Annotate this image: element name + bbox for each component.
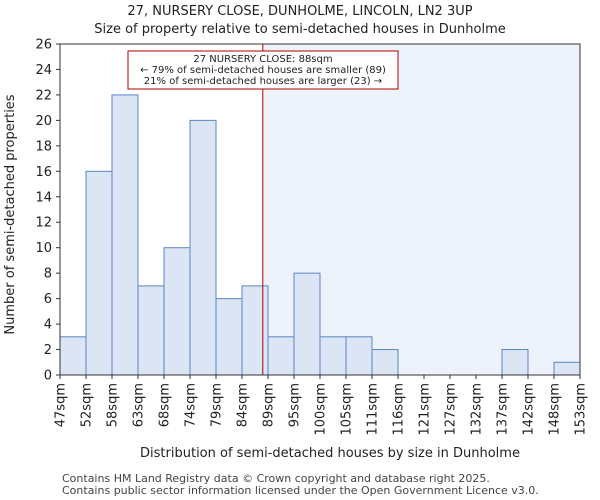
y-tick-label: 8 (44, 267, 52, 282)
bar-52sqm (85, 170, 113, 376)
x-tick-label: 148sqm (548, 383, 563, 436)
y-tick-label: 2 (44, 343, 52, 358)
y-tick-label: 24 (35, 63, 52, 78)
bar-148sqm (553, 361, 581, 376)
y-tick-label: 26 (35, 38, 52, 53)
footer-line-2: Contains public sector information licen… (62, 484, 539, 497)
annotation-line-2: ← 79% of semi-detached houses are smalle… (140, 65, 386, 76)
x-tick-label: 84sqm (236, 383, 251, 427)
x-tick-label: 142sqm (522, 383, 537, 436)
annotation-line-1: 27 NURSERY CLOSE: 88sqm (193, 54, 332, 65)
y-tick-label: 6 (44, 292, 52, 307)
x-tick-label: 127sqm (444, 383, 459, 436)
x-tick-label: 100sqm (314, 383, 329, 436)
x-tick-label: 47sqm (54, 383, 69, 427)
bar-47sqm (59, 336, 87, 376)
x-tick-label: 95sqm (288, 383, 303, 427)
y-tick-label: 12 (35, 216, 52, 231)
x-tick-label: 111sqm (366, 383, 381, 436)
x-tick-label: 74sqm (184, 383, 199, 427)
y-tick-label: 18 (35, 139, 52, 154)
bar-137sqm (501, 349, 529, 376)
x-tick-label: 58sqm (106, 383, 121, 427)
bar-84sqm (241, 285, 269, 376)
bar-68sqm (163, 247, 191, 376)
bar-105sqm (345, 336, 373, 376)
annotation-box (127, 50, 399, 90)
bar-79sqm (215, 298, 243, 376)
bar-63sqm (137, 285, 165, 376)
x-tick-label: 89sqm (262, 383, 277, 427)
x-tick-label: 68sqm (158, 383, 173, 427)
x-tick-label: 79sqm (210, 383, 225, 427)
x-tick-label: 105sqm (340, 383, 355, 436)
y-tick-label: 22 (35, 88, 52, 103)
x-tick-label: 52sqm (80, 383, 95, 427)
bar-100sqm (319, 336, 347, 376)
bar-58sqm (111, 94, 139, 376)
y-axis-label: Number of semi-detached properties (3, 94, 18, 334)
x-tick-label: 116sqm (392, 383, 407, 436)
x-axis-label: Distribution of semi-detached houses by … (140, 446, 520, 461)
x-tick-label: 121sqm (418, 383, 433, 436)
footer-line-1: Contains HM Land Registry data © Crown c… (62, 472, 490, 485)
x-tick-label: 132sqm (470, 383, 485, 436)
x-tick-label: 63sqm (132, 383, 147, 427)
bar-89sqm (267, 336, 295, 376)
chart-title: 27, NURSERY CLOSE, DUNHOLME, LINCOLN, LN… (127, 4, 473, 19)
annotation-line-3: 21% of semi-detached houses are larger (… (144, 76, 382, 87)
x-tick-label: 137sqm (496, 383, 511, 436)
y-tick-label: 10 (35, 241, 52, 256)
y-tick-label: 16 (35, 165, 52, 180)
y-tick-label: 14 (35, 190, 52, 205)
y-tick-label: 4 (44, 318, 52, 333)
chart-subtitle: Size of property relative to semi-detach… (94, 22, 506, 37)
y-tick-label: 0 (44, 369, 52, 384)
y-tick-label: 20 (35, 114, 52, 129)
x-tick-label: 153sqm (574, 383, 589, 436)
bar-111sqm (371, 349, 399, 376)
bar-74sqm (189, 119, 217, 376)
bar-95sqm (293, 272, 321, 376)
